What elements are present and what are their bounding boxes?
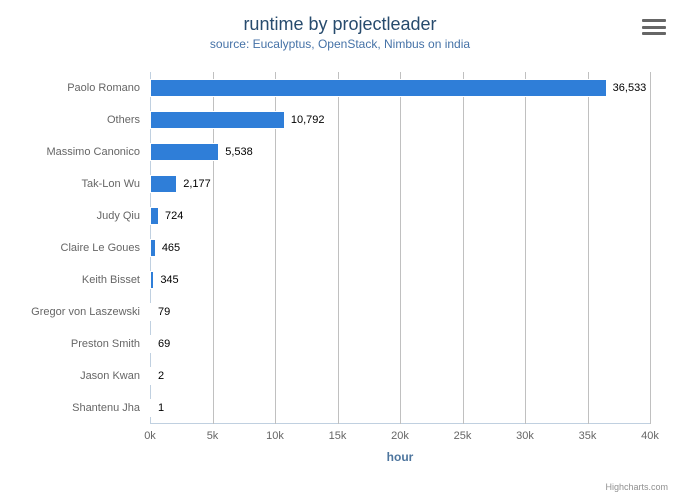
bar[interactable] (150, 79, 607, 97)
x-tick-label: 30k (516, 424, 534, 442)
category-label: Gregor von Laszewski (0, 306, 150, 318)
bar-row: Paolo Romano36,533 (150, 72, 650, 104)
grid-line (650, 72, 651, 424)
x-tick-label: 25k (454, 424, 472, 442)
bar[interactable] (150, 207, 159, 225)
x-tick-label: 20k (391, 424, 409, 442)
value-label: 79 (152, 306, 170, 318)
bar[interactable] (150, 111, 285, 129)
bar-row: Judy Qiu724 (150, 200, 650, 232)
x-tick-label: 10k (266, 424, 284, 442)
category-label: Jason Kwan (0, 370, 150, 382)
x-tick-label: 0k (144, 424, 156, 442)
category-label: Keith Bisset (0, 274, 150, 286)
chart-container: runtime by projectleader source: Eucalyp… (0, 0, 680, 500)
bar-row: Keith Bisset345 (150, 264, 650, 296)
value-label: 5,538 (219, 146, 253, 158)
chart-subtitle: source: Eucalyptus, OpenStack, Nimbus on… (0, 37, 680, 51)
value-label: 1 (152, 402, 164, 414)
value-label: 2,177 (177, 178, 211, 190)
x-tick-label: 5k (207, 424, 219, 442)
value-label: 36,533 (607, 82, 647, 94)
hamburger-icon (642, 19, 666, 22)
category-label: Preston Smith (0, 338, 150, 350)
chart-credits[interactable]: Highcharts.com (605, 482, 668, 492)
category-label: Tak-Lon Wu (0, 178, 150, 190)
chart-menu-button[interactable] (642, 16, 666, 38)
bar-row: Tak-Lon Wu2,177 (150, 168, 650, 200)
category-label: Judy Qiu (0, 210, 150, 222)
value-label: 724 (159, 210, 183, 222)
x-tick-label: 40k (641, 424, 659, 442)
chart-title: runtime by projectleader (0, 0, 680, 35)
bar-row: Claire Le Goues465 (150, 232, 650, 264)
category-label: Claire Le Goues (0, 242, 150, 254)
bar[interactable] (150, 175, 177, 193)
value-label: 10,792 (285, 114, 325, 126)
plot-area: hour 0k5k10k15k20k25k30k35k40kPaolo Roma… (150, 72, 650, 424)
bar-row: Preston Smith69 (150, 328, 650, 360)
value-label: 345 (154, 274, 178, 286)
value-label: 2 (152, 370, 164, 382)
bar-row: Jason Kwan2 (150, 360, 650, 392)
bar-row: Massimo Canonico5,538 (150, 136, 650, 168)
bar-row: Shantenu Jha1 (150, 392, 650, 424)
value-label: 69 (152, 338, 170, 350)
bar-row: Gregor von Laszewski79 (150, 296, 650, 328)
bar[interactable] (150, 143, 219, 161)
x-tick-label: 15k (329, 424, 347, 442)
x-tick-label: 35k (579, 424, 597, 442)
value-label: 465 (156, 242, 180, 254)
bar-row: Others10,792 (150, 104, 650, 136)
category-label: Shantenu Jha (0, 402, 150, 414)
category-label: Paolo Romano (0, 82, 150, 94)
category-label: Massimo Canonico (0, 146, 150, 158)
category-label: Others (0, 114, 150, 126)
